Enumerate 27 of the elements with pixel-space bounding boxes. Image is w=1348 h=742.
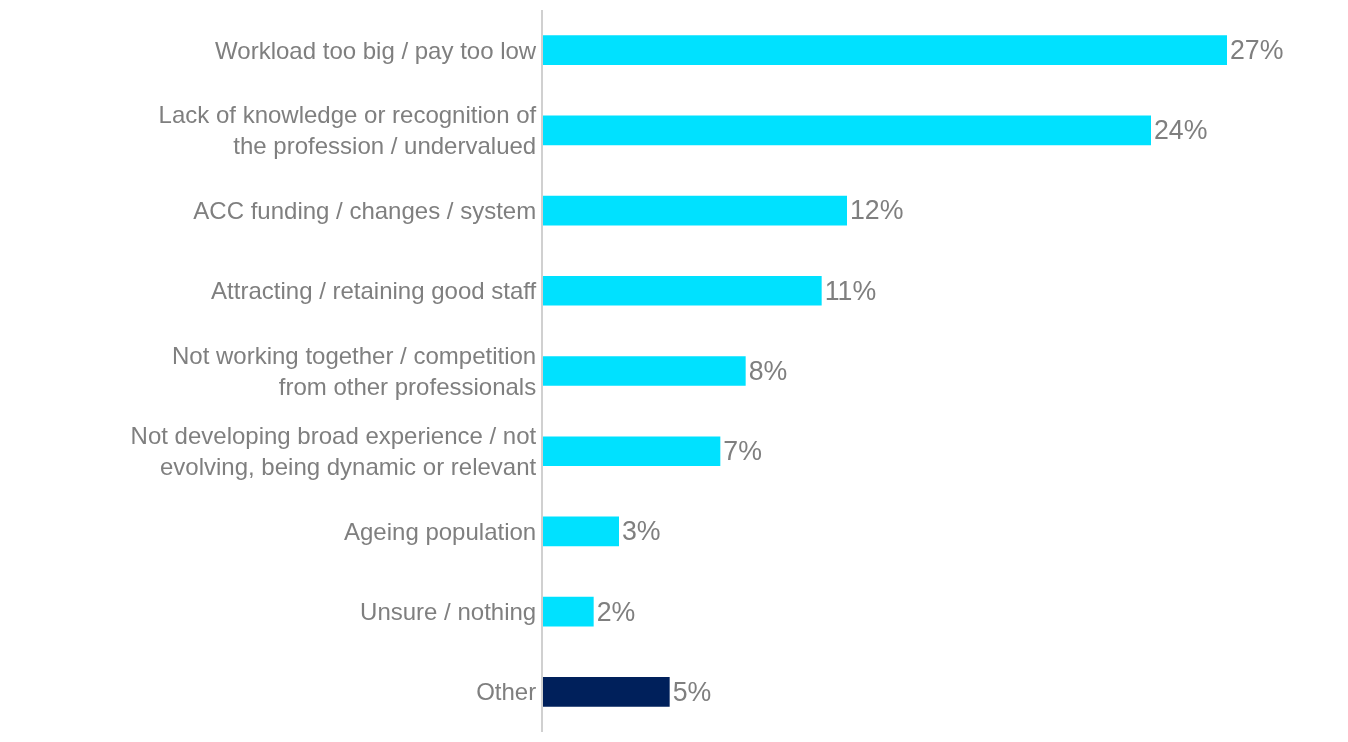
bar xyxy=(543,356,746,386)
y-tick-label: Other xyxy=(476,678,537,706)
y-tick-label: Ageing population xyxy=(344,517,537,545)
bar xyxy=(543,275,822,306)
bar xyxy=(543,35,1227,65)
y-tick-label: Not developing broad experience / not evolving, being dynamic or relevant xyxy=(130,422,537,481)
bar xyxy=(543,596,594,627)
data-label: 7% xyxy=(723,436,762,467)
y-tick-label: Lack of knowledge or recognition of the profession / undervalued xyxy=(158,101,537,160)
data-label: 2% xyxy=(596,596,636,627)
data-label: 3% xyxy=(622,516,661,547)
y-tick-label: Unsure / nothing xyxy=(360,598,537,626)
bar xyxy=(543,677,670,707)
data-label: 8% xyxy=(748,355,788,386)
bar xyxy=(543,115,1151,146)
y-tick-label: Not working together / competition from other professionals xyxy=(172,341,537,400)
data-label: 11% xyxy=(824,275,877,306)
bar xyxy=(543,195,847,226)
data-label: 12% xyxy=(850,195,904,226)
y-tick-label: Workload too big / pay too low xyxy=(215,36,537,64)
y-tick-label: ACC funding / changes / system xyxy=(193,196,537,224)
y-tick-label: Attracting / retaining good staff xyxy=(211,277,537,305)
data-label: 5% xyxy=(672,676,712,707)
data-label: 27% xyxy=(1230,35,1284,66)
data-label: 24% xyxy=(1154,115,1208,146)
bar xyxy=(543,516,619,547)
bar xyxy=(543,436,721,467)
